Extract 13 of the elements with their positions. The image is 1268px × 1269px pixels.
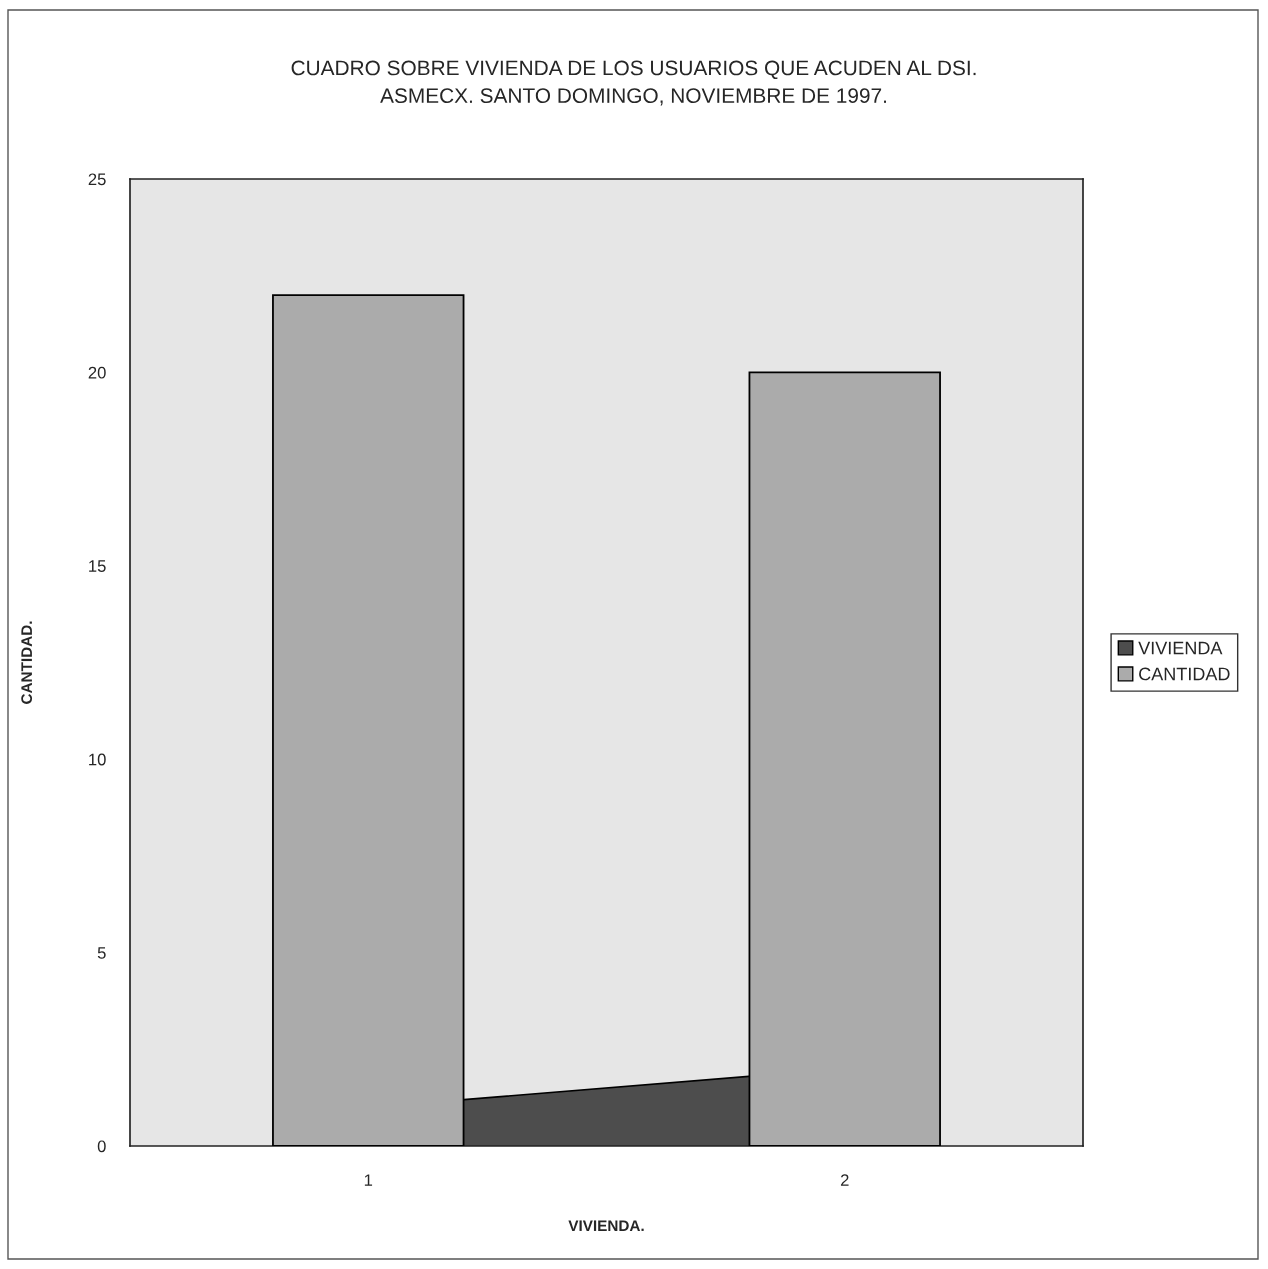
legend-label: VIVIENDA [1138,641,1223,655]
y-axis-title: CANTIDAD. [21,621,33,704]
y-tick-label: 25 [88,173,106,186]
y-tick-label: 5 [97,947,106,959]
x-axis-title: VIVIENDA. [568,1220,644,1231]
x-tick-label: 2 [840,1174,849,1186]
x-tick-label: 1 [364,1174,373,1186]
y-tick-label: 10 [89,753,106,766]
y-tick-label: 0 [97,1140,106,1153]
chart-title: CUADRO SOBRE VIVIENDA DE LOS USUARIOS QUE ACUDEN AL DSI. ASMECX. SANTO DOMINGO, NOVIEMBRE DE 1997. [291,60,976,106]
y-tick-label: 15 [89,560,106,572]
legend-label: CANTIDAD [1139,667,1230,681]
y-tick-label: 20 [88,366,106,379]
